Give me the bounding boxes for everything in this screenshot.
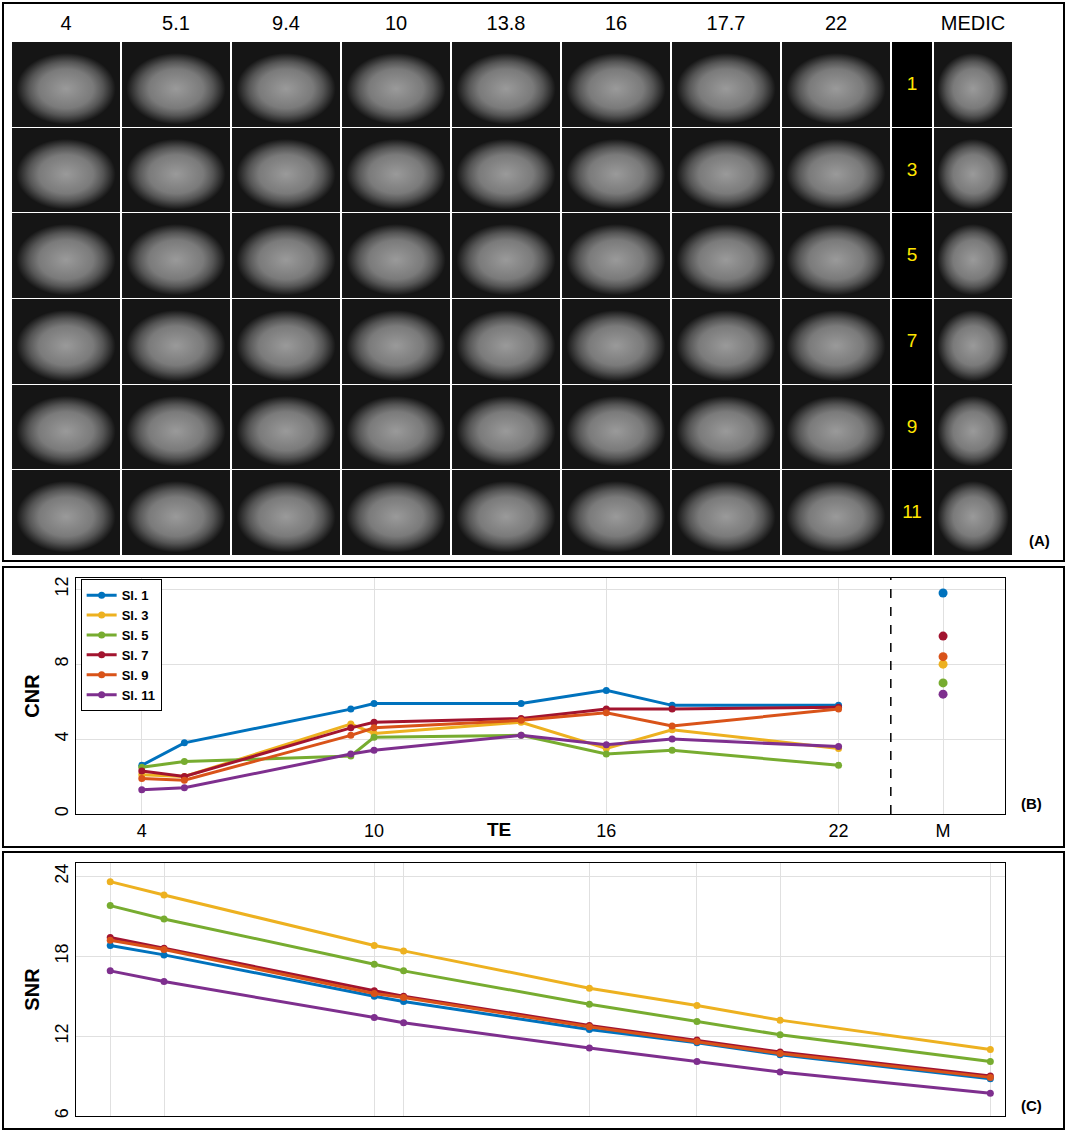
- svg-text:Sl. 5: Sl. 5: [122, 628, 149, 643]
- html-text:9.4: 9.4: [272, 12, 300, 34]
- html-text:22: 22: [824, 12, 848, 34]
- svg-text:18: 18: [52, 943, 72, 963]
- svg-text:6: 6: [52, 1108, 72, 1118]
- svg-text:22: 22: [829, 821, 849, 841]
- html-text:1: 1: [906, 73, 918, 94]
- html-text:5.1: 5.1: [162, 12, 190, 34]
- svg-text:24: 24: [52, 864, 72, 884]
- svg-text:(C): (C): [1021, 1097, 1042, 1114]
- html-text:3: 3: [906, 158, 918, 180]
- svg-text:M: M: [936, 821, 951, 841]
- svg-text:CNR: CNR: [21, 674, 43, 718]
- svg-text:8: 8: [52, 656, 72, 666]
- html-text:13.8: 13.8: [486, 12, 526, 34]
- svg-text:Sl. 11: Sl. 11: [122, 688, 155, 703]
- svg-text:SNR: SNR: [21, 968, 43, 1011]
- svg-text:4: 4: [52, 731, 72, 741]
- svg-text:12: 12: [52, 1023, 72, 1043]
- svg-text:Sl. 9: Sl. 9: [122, 668, 149, 683]
- html-text:17.7: 17.7: [706, 12, 746, 34]
- html-text:(A): (A): [1029, 532, 1050, 549]
- html-text:MEDIC: MEDIC: [940, 12, 1006, 34]
- svg-text:0: 0: [52, 806, 72, 816]
- html-text:5: 5: [906, 244, 918, 266]
- svg-text:Sl. 7: Sl. 7: [122, 648, 149, 663]
- svg-text:10: 10: [364, 821, 384, 841]
- html-text:16: 16: [604, 12, 628, 34]
- html-text:7: 7: [906, 330, 918, 351]
- html-text:11: 11: [902, 501, 922, 523]
- html-text:9: 9: [906, 415, 918, 437]
- svg-text:16: 16: [596, 821, 616, 841]
- svg-text:(B): (B): [1021, 795, 1042, 812]
- svg-text:4: 4: [137, 821, 147, 841]
- html-text:10: 10: [384, 12, 408, 34]
- svg-text:12: 12: [52, 577, 72, 597]
- svg-text:Sl. 1: Sl. 1: [122, 588, 149, 603]
- html-text:4: 4: [60, 12, 72, 34]
- svg-text:TE: TE: [487, 819, 511, 840]
- svg-text:Sl. 3: Sl. 3: [122, 608, 149, 623]
